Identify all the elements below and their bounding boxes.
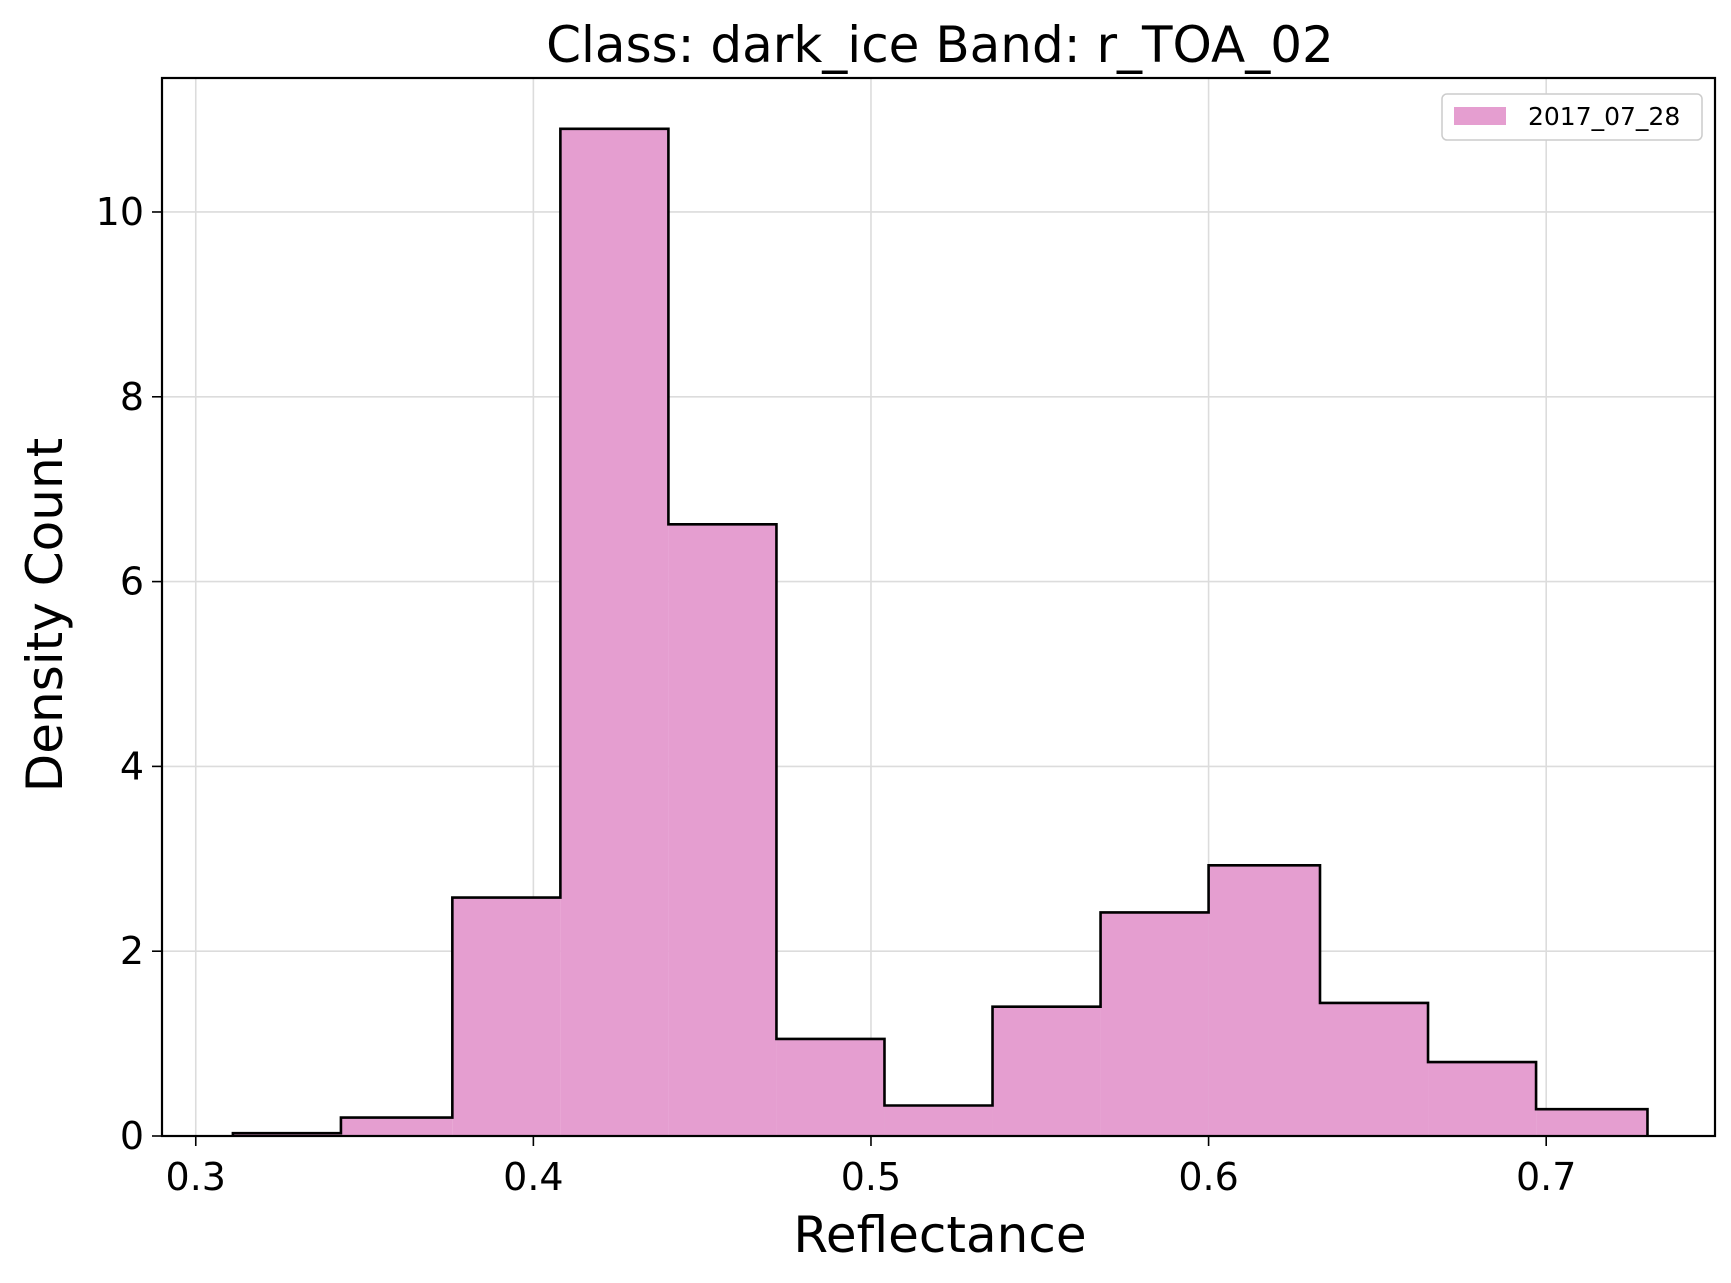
x-tick-label: 0.7: [1516, 1155, 1576, 1199]
histogram-bar: [1536, 1109, 1648, 1136]
plot-area-frame: [160, 76, 1717, 1138]
legend-swatch: [1454, 107, 1506, 125]
y-tick-label: 6: [120, 560, 144, 604]
chart-title: Class: dark_ice Band: r_TOA_02: [546, 16, 1334, 74]
y-tick-label: 8: [120, 375, 144, 419]
histogram-bar: [452, 897, 561, 1136]
y-tick-label: 10: [96, 190, 144, 234]
x-tick-label: 0.4: [503, 1155, 563, 1199]
y-tick-label: 2: [120, 929, 144, 973]
x-axis-label: Reflectance: [793, 1206, 1086, 1264]
legend-frame: [1441, 93, 1703, 141]
x-tick-label: 0.5: [841, 1155, 901, 1199]
y-tick-label: 0: [120, 1114, 144, 1158]
histogram-bar: [668, 524, 777, 1136]
x-tick-label: 0.6: [1178, 1155, 1238, 1199]
y-axis-ticks: 0 2 4 6 8 10: [96, 190, 162, 1158]
histogram-bar: [776, 1038, 885, 1136]
x-axis-ticks: 0.3 0.4 0.5 0.6 0.7: [166, 1136, 1576, 1199]
legend-entry-label: 2017_07_28: [1528, 102, 1680, 131]
histogram-bar: [1208, 865, 1320, 1136]
histogram-bar: [884, 1105, 993, 1136]
histogram-bar: [560, 128, 669, 1137]
histogram-bar: [340, 1117, 453, 1136]
legend: 2017_07_28: [1441, 93, 1703, 141]
x-tick-label: 0.3: [166, 1155, 226, 1199]
histogram-bar: [232, 1133, 341, 1136]
histogram-outline: [231, 127, 1649, 1136]
grid-lines: [162, 78, 1715, 1137]
histogram-bar: [1428, 1062, 1537, 1136]
y-axis-label: Density Count: [16, 438, 74, 792]
histogram-bars: [232, 128, 1648, 1137]
histogram-bar: [1319, 1002, 1429, 1136]
histogram-bar: [992, 1006, 1101, 1136]
y-tick-label: 4: [120, 744, 144, 788]
histogram-bar: [1100, 912, 1209, 1136]
